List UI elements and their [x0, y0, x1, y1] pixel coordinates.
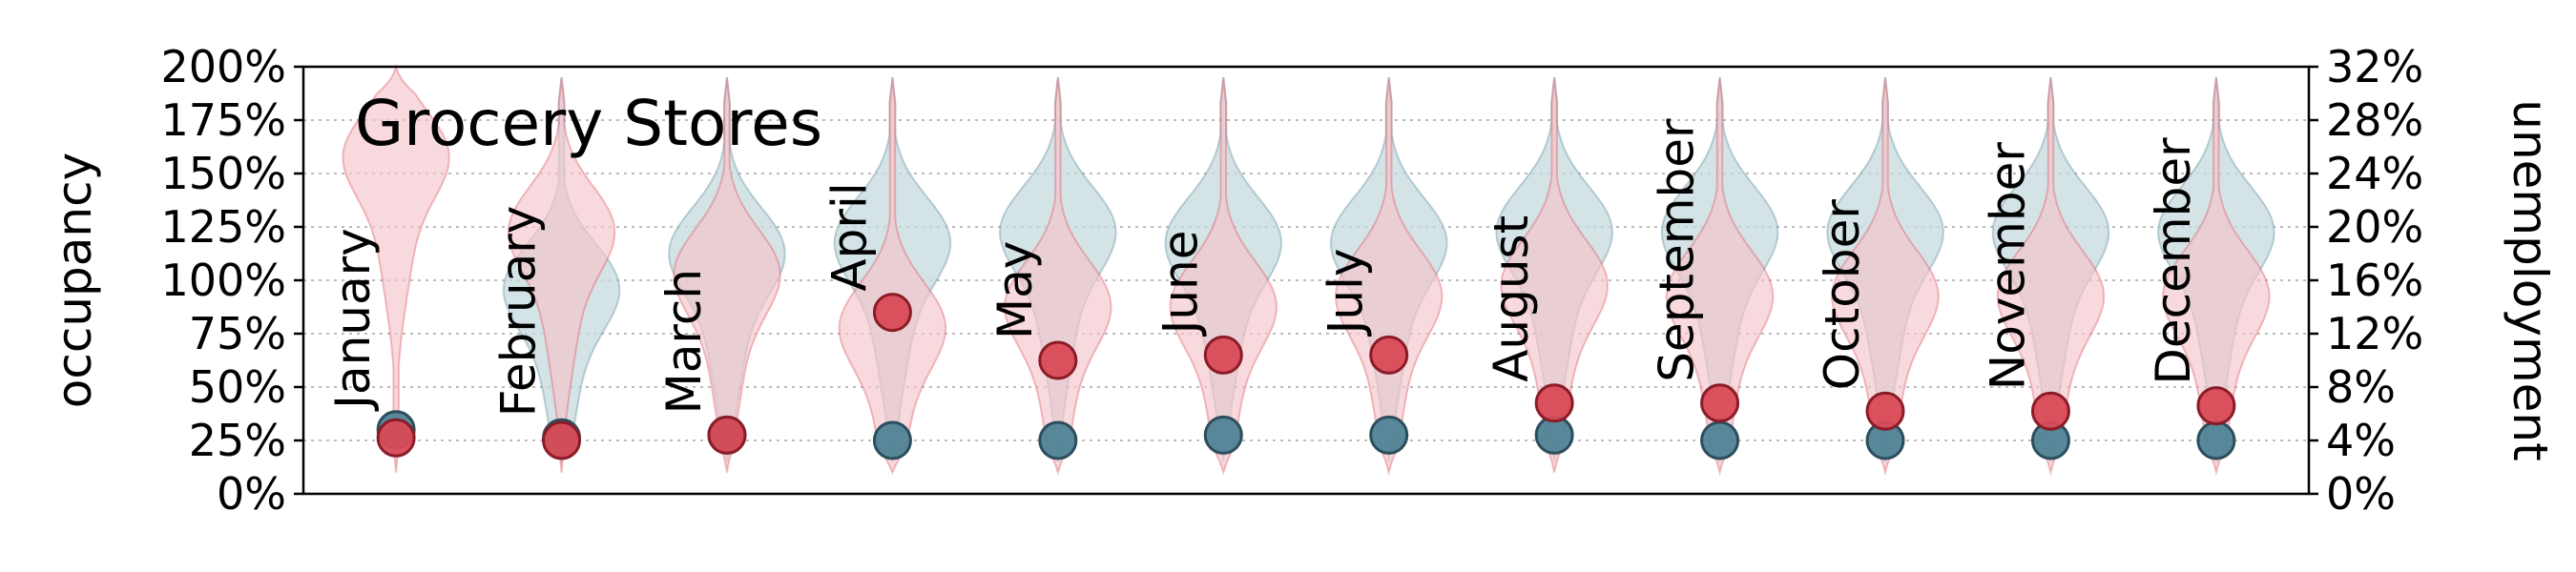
left-tick-label: 50%: [189, 361, 286, 413]
violin-red: [838, 77, 947, 476]
point-blue: [1038, 420, 1078, 460]
left-tick-label: 200%: [160, 41, 286, 92]
point-blue: [2196, 420, 2236, 460]
right-axis: 0%4%8%12%16%20%24%28%32%: [2309, 41, 2423, 520]
right-tick-label: 28%: [2326, 94, 2423, 146]
month-label: July: [1319, 248, 1374, 337]
right-tick-label: 20%: [2326, 201, 2423, 253]
right-tick-label: 4%: [2326, 415, 2396, 466]
violin-red: [673, 77, 781, 473]
point-red: [542, 420, 582, 460]
point-red: [1700, 383, 1740, 423]
point-red: [1038, 340, 1078, 380]
left-tick-label: 100%: [160, 255, 286, 306]
chart-title: Grocery Stores: [355, 87, 822, 160]
point-red: [707, 415, 747, 455]
y-axis-label-right: unemployment: [2503, 99, 2558, 460]
month-label: November: [1980, 142, 2035, 391]
left-tick-label: 150%: [160, 148, 286, 199]
month-label: March: [656, 269, 712, 414]
y-axis-label-left: occupancy: [47, 153, 102, 408]
violin-red: [1500, 77, 1609, 473]
left-tick-label: 25%: [189, 415, 286, 466]
point-red: [1203, 335, 1243, 375]
point-red: [376, 418, 416, 458]
month-label: September: [1650, 118, 1705, 382]
right-tick-label: 32%: [2326, 41, 2423, 92]
violin-red: [507, 77, 616, 473]
left-tick-label: 75%: [189, 308, 286, 359]
month-label: August: [1484, 215, 1539, 382]
point-blue: [1700, 420, 1740, 460]
right-tick-label: 8%: [2326, 361, 2396, 413]
left-tick-label: 175%: [160, 94, 286, 146]
point-red: [872, 293, 912, 333]
point-red: [1865, 391, 1905, 431]
left-axis: 0%25%50%75%100%125%150%175%200%: [160, 41, 303, 520]
month-label: October: [1815, 199, 1870, 391]
right-tick-label: 24%: [2326, 148, 2423, 199]
right-tick-label: 12%: [2326, 308, 2423, 359]
violin-red: [1334, 77, 1444, 477]
point-layer: [376, 293, 2236, 460]
violin-red: [1996, 77, 2106, 477]
point-red: [2030, 391, 2070, 431]
violin-red: [2162, 77, 2271, 477]
violin-red: [1004, 77, 1112, 476]
violin-red: [1665, 77, 1775, 477]
point-red: [1534, 383, 1574, 423]
point-blue: [1203, 415, 1243, 455]
month-label: April: [821, 182, 877, 291]
month-label: December: [2146, 137, 2201, 385]
grid-layer: [303, 119, 2309, 441]
right-tick-label: 0%: [2326, 468, 2396, 520]
violin-layer: [342, 63, 2275, 477]
point-red: [2196, 386, 2236, 426]
month-label: May: [987, 241, 1043, 339]
point-red: [1369, 335, 1409, 375]
point-blue: [1369, 415, 1409, 455]
left-tick-label: 125%: [160, 201, 286, 253]
right-tick-label: 16%: [2326, 255, 2423, 306]
point-blue: [872, 420, 912, 460]
month-label-layer: January February March April May June July Augu…: [325, 118, 2201, 417]
month-label: January: [325, 228, 381, 412]
month-label: February: [491, 206, 547, 418]
month-label: June: [1153, 231, 1208, 337]
violin-red: [1831, 77, 1940, 477]
left-tick-label: 0%: [217, 468, 286, 520]
violin-red: [1169, 77, 1278, 476]
